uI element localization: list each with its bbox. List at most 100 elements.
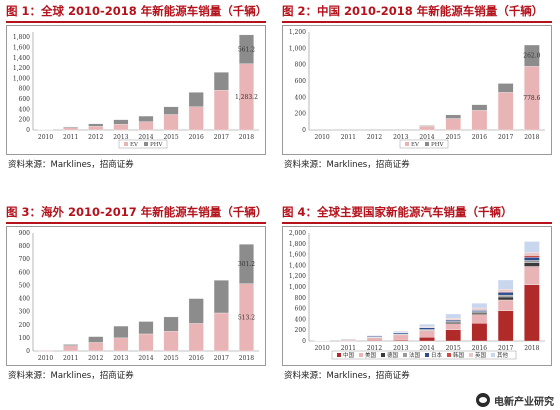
x-tick-label: 2016 xyxy=(189,134,204,141)
bar-segment xyxy=(213,280,229,314)
x-tick-label: 2010 xyxy=(314,134,329,141)
chart-title: 图 1：全球 2010-2018 年新能源车销量（千辆） xyxy=(6,3,266,23)
bar-segment xyxy=(524,241,540,253)
chart-svg: 0 100 200 300 400 500 600 700 800 900 2010 2011 2012… xyxy=(19,230,259,362)
y-tick-label: 0 xyxy=(26,127,30,134)
x-tick-label: 2017 xyxy=(214,355,229,362)
bar-segment xyxy=(88,126,104,131)
chart-title: 图 4：全球主要国家新能源汽车销量（千辆） xyxy=(282,204,552,224)
x-tick-label: 2011 xyxy=(341,345,356,352)
bar-segment xyxy=(138,321,154,335)
bar-segment xyxy=(113,337,129,352)
y-tick-label: 700 xyxy=(19,256,31,263)
bar-segment xyxy=(497,289,514,292)
bar-segment xyxy=(471,310,488,312)
x-tick-label: 2018 xyxy=(524,345,539,352)
y-tick-label: 600 xyxy=(295,78,307,85)
x-tick-label: 2015 xyxy=(163,134,178,141)
data-label: 561.2 xyxy=(238,46,255,53)
plot-area: 0 200 400 600 800 1,000 1,200 2010 2011 2012 2013 2… xyxy=(282,25,552,155)
bar-segment xyxy=(213,90,229,131)
x-tick-label: 2014 xyxy=(138,355,153,362)
y-tick-label: 1,600 xyxy=(13,44,30,51)
data-label: 513.2 xyxy=(238,314,255,321)
bar-segment xyxy=(188,92,204,107)
legend-swatch xyxy=(425,142,429,146)
bar-segment xyxy=(393,331,409,333)
bar-segment xyxy=(393,334,409,341)
bar-segment xyxy=(419,126,435,131)
x-tick-label: 2012 xyxy=(88,355,103,362)
legend-label: EV xyxy=(130,142,139,148)
bar-segment xyxy=(524,266,540,285)
legend-box xyxy=(331,350,517,360)
data-label: 778.6 xyxy=(523,95,540,102)
legend-box xyxy=(118,139,168,149)
bar-segment xyxy=(213,312,229,352)
wechat-icon xyxy=(476,393,490,407)
bar-segment xyxy=(113,119,129,125)
legend-swatch xyxy=(403,353,407,357)
chart-title: 图 2：中国 2010-2018 年新能源车销量（千辆） xyxy=(282,3,552,23)
y-tick-label: 400 xyxy=(295,316,307,323)
bar-segment xyxy=(138,333,154,352)
y-tick-label: 0 xyxy=(302,127,306,134)
bar-segment xyxy=(138,121,154,131)
legend-box xyxy=(399,139,449,149)
y-tick-label: 200 xyxy=(295,111,307,118)
x-tick-label: 2013 xyxy=(393,345,408,352)
bar-segment xyxy=(88,123,104,127)
y-tick-label: 200 xyxy=(19,117,31,124)
legend-swatch xyxy=(491,353,495,357)
bar-segment xyxy=(445,118,461,131)
bar-segment xyxy=(88,336,104,343)
bar-segment xyxy=(393,332,409,335)
legend-label: 美国 xyxy=(365,351,377,359)
bar-segment xyxy=(471,303,488,309)
legend-label: PHV xyxy=(150,142,163,148)
legend-label: PHV xyxy=(431,142,444,148)
bar-segment xyxy=(445,313,461,319)
chart-panel-countries: 图 4：全球主要国家新能源汽车销量（千辆） 0 200 400 600 800 1,000… xyxy=(282,204,552,394)
legend-swatch xyxy=(425,353,429,357)
bar-segment xyxy=(163,114,179,131)
bar-segment xyxy=(445,329,461,342)
legend-swatch xyxy=(337,353,341,357)
y-tick-label: 1,000 xyxy=(289,284,306,291)
y-tick-label: 800 xyxy=(19,243,31,250)
bar-segment xyxy=(188,323,204,352)
x-tick-label: 2011 xyxy=(63,134,78,141)
bar-segment xyxy=(497,299,514,311)
x-tick-label: 2014 xyxy=(138,134,153,141)
bar-segment xyxy=(445,114,461,119)
bar-segment xyxy=(445,318,461,321)
x-tick-label: 2015 xyxy=(446,345,461,352)
x-tick-label: 2012 xyxy=(367,345,382,352)
bar-segment xyxy=(497,294,514,298)
bar-segment xyxy=(445,319,461,322)
bar-segment xyxy=(497,92,514,131)
x-tick-label: 2013 xyxy=(113,134,128,141)
legend-swatch xyxy=(405,142,409,146)
bar-segment xyxy=(497,310,514,342)
bar-segment xyxy=(38,350,53,352)
x-tick-label: 2013 xyxy=(113,355,128,362)
y-tick-label: 1,400 xyxy=(13,55,30,62)
y-tick-label: 500 xyxy=(19,282,31,289)
legend-swatch xyxy=(469,353,473,357)
chart-source: 资料来源：Marklines，招商证券 xyxy=(284,371,410,381)
chart-panel-global: 图 1：全球 2010-2018 年新能源车销量（千辆） 0 200 400 600 8… xyxy=(6,3,266,173)
data-label: 301.2 xyxy=(238,261,255,268)
plot-area: 0 200 400 600 800 1,000 1,200 1,400 1,600 1,800 2,… xyxy=(282,226,552,366)
x-tick-label: 2012 xyxy=(367,134,382,141)
bar-segment xyxy=(524,262,540,267)
data-label: 1,283.2 xyxy=(235,94,258,101)
bar-segment xyxy=(419,337,435,342)
x-tick-label: 2014 xyxy=(419,345,434,352)
y-tick-label: 600 xyxy=(295,306,307,313)
bar-segment xyxy=(471,314,488,324)
legend-swatch xyxy=(359,353,363,357)
bar-segment xyxy=(497,279,514,290)
chart-panel-china: 图 2：中国 2010-2018 年新能源车销量（千辆） 0 200 400 600 8… xyxy=(282,3,552,173)
data-label: 262.0 xyxy=(523,53,540,60)
